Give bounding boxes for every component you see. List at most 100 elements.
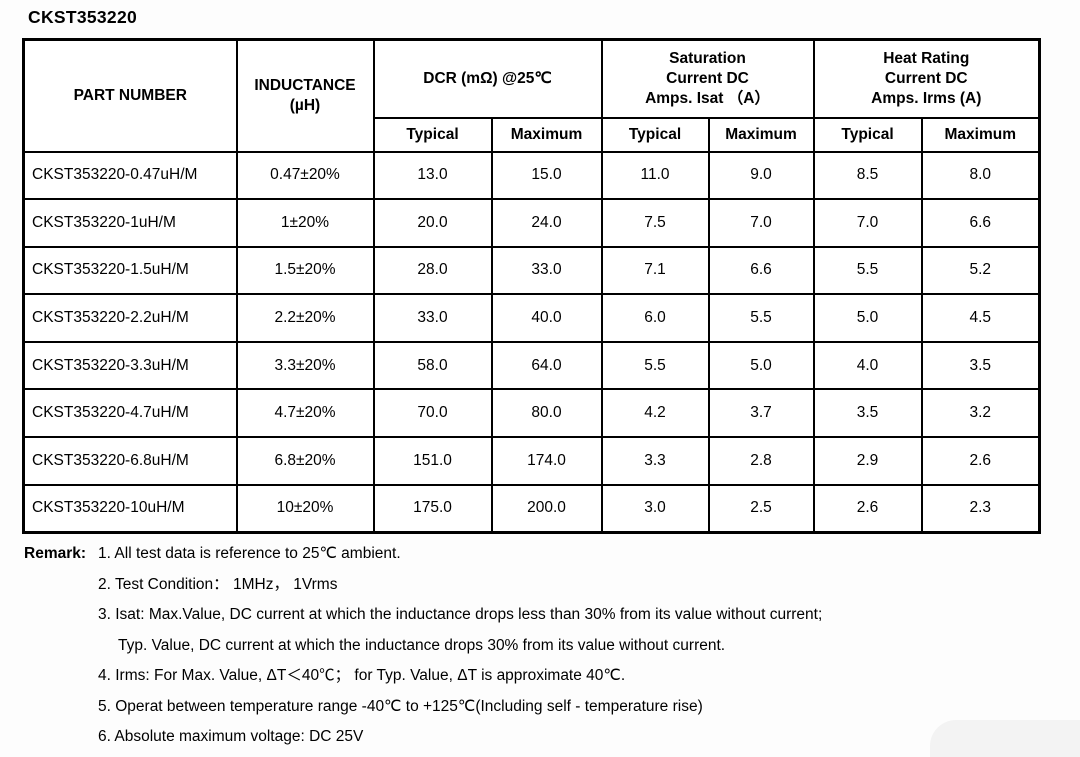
inductance-cell: 2.2±20% [235, 293, 375, 343]
irms-maximum-cell: 2.6 [920, 436, 1041, 486]
isat-maximum-cell: 2.5 [707, 483, 815, 534]
part-number-cell: CKST353220-1uH/M [22, 198, 238, 248]
dcr-maximum-cell: 80.0 [490, 388, 603, 439]
part-number-cell: CKST353220-10uH/M [22, 483, 238, 534]
irms-typical-cell: 4.0 [812, 340, 923, 391]
spec-table: PART NUMBER INDUCTANCE (µH) DCR (mΩ) @25… [22, 38, 1042, 534]
page-title: CKST353220 [28, 7, 138, 27]
isat-maximum-cell: 7.0 [707, 198, 815, 248]
remark-item-1: 1. All test data is reference to 25℃ amb… [98, 545, 401, 562]
part-number-cell: CKST353220-2.2uH/M [22, 293, 238, 343]
isat-maximum-cell: 6.6 [707, 245, 815, 296]
irms-maximum-cell: 4.5 [920, 293, 1041, 343]
corner-shadow-artifact [930, 720, 1080, 757]
dcr-typical-cell: 70.0 [372, 388, 493, 439]
table-row: CKST353220-2.2uH/M 2.2±20% 33.0 40.0 6.0… [22, 293, 1041, 343]
isat-typical-cell: 6.0 [600, 293, 710, 343]
remark-line-1: Remark: 1. All test data is reference to … [24, 539, 822, 570]
isat-typical-cell: 7.1 [600, 245, 710, 296]
table-row: CKST353220-3.3uH/M 3.3±20% 58.0 64.0 5.5… [22, 340, 1041, 391]
subheader-irms-maximum: Maximum [920, 116, 1041, 153]
irms-typical-cell: 2.6 [812, 483, 923, 534]
subheader-isat-maximum: Maximum [707, 116, 815, 153]
irms-typical-cell: 5.0 [812, 293, 923, 343]
part-number-cell: CKST353220-3.3uH/M [22, 340, 238, 391]
header-saturation-line3: Amps. Isat （A） [645, 89, 770, 107]
irms-typical-cell: 2.9 [812, 436, 923, 486]
part-number-cell: CKST353220-0.47uH/M [22, 150, 238, 201]
isat-maximum-cell: 9.0 [707, 150, 815, 201]
irms-maximum-cell: 2.3 [920, 483, 1041, 534]
dcr-typical-cell: 58.0 [372, 340, 493, 391]
irms-maximum-cell: 5.2 [920, 245, 1041, 296]
header-heat-line3: Amps. Irms (A) [871, 89, 982, 107]
inductance-cell: 10±20% [235, 483, 375, 534]
table-row: CKST353220-0.47uH/M 0.47±20% 13.0 15.0 1… [22, 150, 1041, 201]
isat-typical-cell: 4.2 [600, 388, 710, 439]
header-inductance-line1: INDUCTANCE [254, 76, 356, 94]
dcr-typical-cell: 175.0 [372, 483, 493, 534]
header-saturation-line1: Saturation [669, 49, 746, 67]
irms-maximum-cell: 6.6 [920, 198, 1041, 248]
dcr-maximum-cell: 15.0 [490, 150, 603, 201]
table-row: CKST353220-6.8uH/M 6.8±20% 151.0 174.0 3… [22, 436, 1041, 486]
table-row: CKST353220-10uH/M 10±20% 175.0 200.0 3.0… [22, 483, 1041, 534]
part-number-cell: CKST353220-6.8uH/M [22, 436, 238, 486]
dcr-maximum-cell: 174.0 [490, 436, 603, 486]
remark-item-2: 2. Test Condition： 1MHz， 1Vrms [98, 575, 338, 593]
dcr-maximum-cell: 24.0 [490, 198, 603, 248]
isat-maximum-cell: 5.5 [707, 293, 815, 343]
table-row: CKST353220-1.5uH/M 1.5±20% 28.0 33.0 7.1… [22, 245, 1041, 296]
dcr-typical-cell: 28.0 [372, 245, 493, 296]
isat-typical-cell: 3.0 [600, 483, 710, 534]
irms-typical-cell: 8.5 [812, 150, 923, 201]
inductance-cell: 4.7±20% [235, 388, 375, 439]
header-heat-rating-current: Heat Rating Current DC Amps. Irms (A) [812, 38, 1041, 119]
header-sub-row: Typical Maximum Typical Maximum Typical … [24, 116, 1041, 153]
header-inductance: INDUCTANCE (µH) [235, 38, 375, 153]
isat-typical-cell: 3.3 [600, 436, 710, 486]
subheader-dcr-typical: Typical [372, 116, 493, 153]
dcr-typical-cell: 20.0 [372, 198, 493, 248]
inductance-cell: 3.3±20% [235, 340, 375, 391]
header-saturation-current: Saturation Current DC Amps. Isat （A） [600, 38, 815, 119]
isat-maximum-cell: 3.7 [707, 388, 815, 439]
inductance-cell: 0.47±20% [235, 150, 375, 201]
header-dcr: DCR (mΩ) @25℃ [372, 38, 603, 119]
isat-maximum-cell: 2.8 [707, 436, 815, 486]
isat-typical-cell: 7.5 [600, 198, 710, 248]
remark-item-6: 6. Absolute maximum voltage: DC 25V [98, 728, 364, 745]
irms-typical-cell: 5.5 [812, 245, 923, 296]
header-group-row: PART NUMBER INDUCTANCE (µH) DCR (mΩ) @25… [22, 38, 1041, 153]
dcr-typical-cell: 33.0 [372, 293, 493, 343]
irms-maximum-cell: 3.2 [920, 388, 1041, 439]
remarks-section: Remark: 1. All test data is reference to … [24, 539, 822, 753]
isat-typical-cell: 5.5 [600, 340, 710, 391]
remark-label: Remark: [24, 545, 87, 562]
irms-maximum-cell: 8.0 [920, 150, 1041, 201]
dcr-maximum-cell: 64.0 [490, 340, 603, 391]
inductance-cell: 6.8±20% [235, 436, 375, 486]
remark-item-4: 4. Irms: For Max. Value, ΔT＜40℃； for Typ… [98, 667, 626, 684]
header-heat-line2: Current DC [884, 69, 968, 87]
dcr-typical-cell: 151.0 [372, 436, 493, 486]
header-inductance-line2: (µH) [289, 96, 321, 114]
table-row: CKST353220-1uH/M 1±20% 20.0 24.0 7.5 7.0… [22, 198, 1041, 248]
part-number-cell: CKST353220-4.7uH/M [22, 388, 238, 439]
remark-item-3-continued: Typ. Value, DC current at which the indu… [118, 636, 726, 654]
header-part-number: PART NUMBER [22, 38, 238, 153]
header-heat-line1: Heat Rating [883, 49, 970, 67]
remark-item-5: 5. Operat between temperature range -40℃… [98, 697, 703, 715]
dcr-maximum-cell: 200.0 [490, 483, 603, 534]
remark-item-3: 3. Isat: Max.Value, DC current at which … [98, 606, 823, 623]
irms-typical-cell: 3.5 [812, 388, 923, 439]
irms-typical-cell: 7.0 [812, 198, 923, 248]
subheader-irms-typical: Typical [812, 116, 923, 153]
part-number-cell: CKST353220-1.5uH/M [22, 245, 238, 296]
subheader-isat-typical: Typical [600, 116, 710, 153]
header-saturation-line2: Current DC [666, 69, 749, 87]
table-row: CKST353220-4.7uH/M 4.7±20% 70.0 80.0 4.2… [22, 388, 1041, 439]
isat-maximum-cell: 5.0 [707, 340, 815, 391]
irms-maximum-cell: 3.5 [920, 340, 1041, 391]
